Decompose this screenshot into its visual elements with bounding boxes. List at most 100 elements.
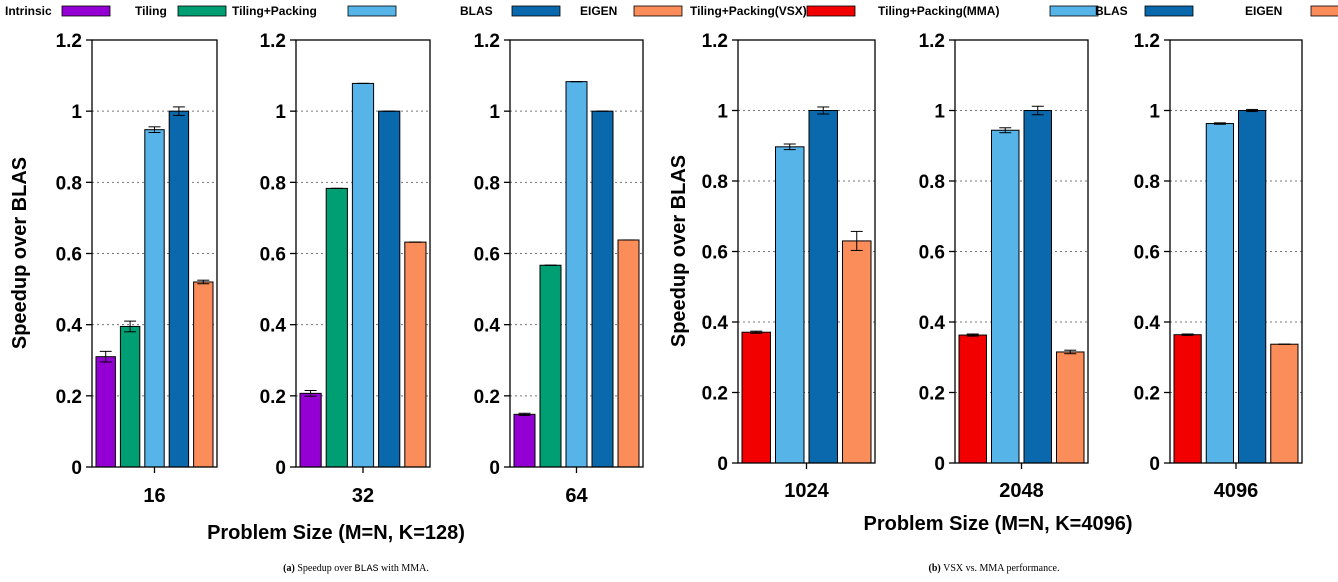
y-tick-label: 0.8 bbox=[1134, 172, 1160, 193]
y-tick-label: 0 bbox=[1149, 454, 1160, 475]
bar bbox=[1205, 123, 1234, 464]
y-tick-label: 0.8 bbox=[702, 172, 728, 193]
y-tick-label: 1 bbox=[489, 102, 500, 123]
y-tick-label: 1 bbox=[717, 102, 728, 123]
y-tick-label: 0.8 bbox=[260, 173, 286, 194]
bar bbox=[991, 129, 1020, 464]
bar bbox=[958, 334, 987, 464]
legend-swatch bbox=[347, 5, 397, 17]
x-tick-label: 32 bbox=[352, 485, 374, 507]
legend-label: Tiling+Packing(MMA) bbox=[878, 4, 999, 18]
y-tick-label: 0.6 bbox=[1134, 243, 1160, 264]
y-tick-label: 0.2 bbox=[1134, 384, 1160, 405]
x-axis-label: Problem Size (M=N, K=4096) bbox=[864, 513, 1133, 535]
x-tick-label: 4096 bbox=[1214, 480, 1259, 502]
bar bbox=[299, 392, 322, 468]
bar bbox=[565, 81, 588, 468]
y-tick-label: 0.4 bbox=[56, 316, 83, 337]
y-tick-label: 0 bbox=[489, 458, 500, 479]
bar bbox=[1056, 351, 1085, 464]
legend-swatch bbox=[177, 5, 227, 17]
y-tick-label: 1.2 bbox=[919, 31, 945, 52]
y-tick-label: 0.6 bbox=[260, 245, 286, 266]
bar bbox=[1270, 343, 1299, 464]
legend-swatch bbox=[633, 5, 683, 17]
legend-swatch bbox=[511, 5, 561, 17]
y-tick-label: 0.4 bbox=[919, 313, 946, 334]
y-tick-label: 0.2 bbox=[260, 387, 286, 408]
bar bbox=[617, 239, 640, 468]
y-tick-label: 0.4 bbox=[1134, 313, 1161, 334]
legend-label: BLAS bbox=[1095, 4, 1128, 18]
bar bbox=[168, 110, 190, 468]
y-tick-label: 1 bbox=[71, 102, 82, 123]
legend-swatch bbox=[806, 5, 856, 17]
y-tick-label: 1.2 bbox=[260, 31, 286, 52]
legend-swatch bbox=[1049, 5, 1099, 17]
x-tick-label: 64 bbox=[565, 485, 588, 507]
y-tick-label: 0 bbox=[934, 454, 945, 475]
y-tick-label: 0.2 bbox=[56, 387, 82, 408]
bar bbox=[95, 356, 116, 468]
caption-a: (a) Speedup over BLAS with MMA. bbox=[283, 563, 429, 575]
bar bbox=[119, 325, 141, 468]
y-tick-label: 1 bbox=[934, 102, 945, 123]
x-tick-label: 16 bbox=[143, 485, 165, 507]
y-tick-label: 0.8 bbox=[474, 173, 500, 194]
caption-b: (b) VSX vs. MMA performance. bbox=[929, 563, 1060, 574]
y-tick-label: 0.8 bbox=[56, 173, 82, 194]
x-tick-label: 2048 bbox=[999, 480, 1044, 502]
bar bbox=[193, 281, 214, 468]
y-tick-label: 0.2 bbox=[474, 387, 500, 408]
bar bbox=[741, 331, 771, 464]
bar bbox=[1238, 110, 1267, 464]
legend-label: EIGEN bbox=[580, 4, 617, 18]
y-tick-label: 1.2 bbox=[474, 31, 500, 52]
y-tick-label: 0.6 bbox=[702, 243, 728, 264]
y-tick-label: 0.6 bbox=[474, 245, 500, 266]
legend-label: EIGEN bbox=[1245, 4, 1282, 18]
y-tick-label: 0.4 bbox=[260, 316, 287, 337]
legend-label: Tiling bbox=[135, 4, 167, 18]
y-tick-label: 1 bbox=[275, 102, 286, 123]
bar bbox=[378, 110, 401, 468]
y-tick-label: 0.6 bbox=[56, 245, 82, 266]
y-tick-label: 1.2 bbox=[56, 31, 82, 52]
bar bbox=[404, 241, 427, 468]
x-tick-label: 1024 bbox=[784, 480, 829, 502]
y-tick-label: 0.4 bbox=[474, 316, 501, 337]
figure-layer: Intrinsic Tiling Tiling+Packing BLAS EIGEN Sp… bbox=[5, 4, 1338, 544]
y-tick-label: 0 bbox=[71, 458, 82, 479]
bar bbox=[842, 240, 872, 464]
legend-label: BLAS bbox=[460, 4, 493, 18]
bar bbox=[1173, 334, 1202, 464]
legend-swatch bbox=[1310, 5, 1338, 17]
legend-label: Tiling+Packing bbox=[232, 4, 317, 18]
y-tick-label: 0.6 bbox=[919, 243, 945, 264]
bar bbox=[144, 129, 165, 468]
y-tick-label: 0.8 bbox=[919, 172, 945, 193]
legend-swatch bbox=[61, 5, 111, 17]
legend-label: Intrinsic bbox=[5, 4, 52, 18]
y-tick-label: 0.4 bbox=[702, 313, 729, 334]
y-tick-label: 0.2 bbox=[919, 384, 945, 405]
bar bbox=[539, 264, 562, 468]
y-tick-label: 1 bbox=[1149, 102, 1160, 123]
y-tick-label: 0 bbox=[717, 454, 728, 475]
bar bbox=[325, 187, 348, 468]
y-tick-label: 1.2 bbox=[1134, 31, 1160, 52]
y-tick-label: 0.2 bbox=[702, 384, 728, 405]
y-axis-label: Speedup over BLAS bbox=[9, 157, 31, 349]
bar bbox=[591, 110, 614, 468]
y-tick-label: 0 bbox=[275, 458, 286, 479]
bar bbox=[775, 146, 805, 464]
y-axis-label: Speedup over BLAS bbox=[668, 155, 690, 347]
x-axis-label: Problem Size (M=N, K=128) bbox=[207, 522, 465, 544]
bar bbox=[808, 110, 838, 464]
legend-swatch bbox=[1144, 5, 1194, 17]
legend-label: Tiling+Packing(VSX) bbox=[690, 4, 807, 18]
bar bbox=[1023, 110, 1052, 464]
bar bbox=[351, 82, 375, 468]
y-tick-label: 1.2 bbox=[702, 31, 728, 52]
